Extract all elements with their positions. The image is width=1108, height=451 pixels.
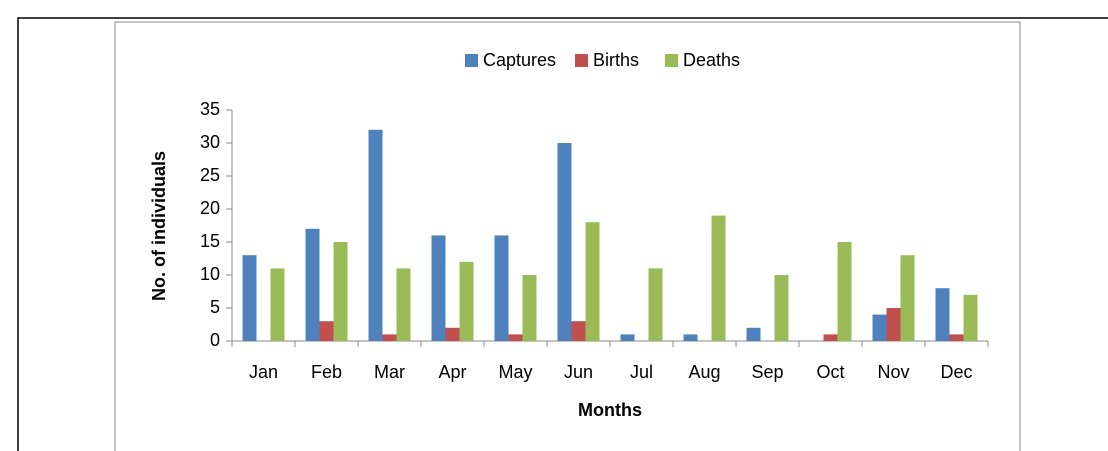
bar bbox=[431, 235, 446, 341]
x-tick-label: Apr bbox=[438, 362, 466, 382]
outer-frame bbox=[17, 17, 1108, 451]
legend-swatch bbox=[665, 54, 678, 67]
bar bbox=[872, 314, 887, 341]
y-tick-label: 5 bbox=[210, 297, 220, 317]
bar bbox=[774, 275, 789, 341]
bar bbox=[900, 255, 915, 341]
x-tick-label: Sep bbox=[751, 362, 783, 382]
bar bbox=[459, 261, 474, 341]
bar bbox=[368, 129, 383, 341]
y-tick-label: 35 bbox=[200, 99, 220, 119]
bar bbox=[711, 215, 726, 341]
bar bbox=[585, 222, 600, 341]
bar bbox=[949, 334, 964, 341]
y-tick-label: 0 bbox=[210, 330, 220, 350]
x-tick-label: Aug bbox=[688, 362, 720, 382]
y-tick-label: 10 bbox=[200, 264, 220, 284]
x-tick-label: Oct bbox=[816, 362, 844, 382]
bar bbox=[494, 235, 509, 341]
legend-label: Deaths bbox=[683, 50, 740, 70]
bar bbox=[935, 288, 950, 341]
bar bbox=[305, 228, 320, 341]
bar bbox=[620, 334, 635, 341]
x-tick-label: Dec bbox=[940, 362, 972, 382]
bar bbox=[963, 294, 978, 341]
legend-swatch bbox=[465, 54, 478, 67]
x-axis-label: Months bbox=[578, 400, 642, 420]
bar bbox=[319, 321, 334, 341]
legend-swatch bbox=[575, 54, 588, 67]
x-tick-label: Jul bbox=[630, 362, 653, 382]
y-tick-label: 25 bbox=[200, 165, 220, 185]
bar bbox=[571, 321, 586, 341]
bar bbox=[382, 334, 397, 341]
bar bbox=[445, 327, 460, 341]
y-tick-label: 30 bbox=[200, 132, 220, 152]
bar bbox=[648, 268, 663, 341]
bar bbox=[746, 327, 761, 341]
bar bbox=[508, 334, 523, 341]
y-axis-label: No. of individuals bbox=[149, 151, 169, 301]
x-tick-label: Jun bbox=[564, 362, 593, 382]
x-tick-label: Mar bbox=[374, 362, 405, 382]
legend-label: Captures bbox=[483, 50, 556, 70]
bar bbox=[333, 242, 348, 341]
bar bbox=[837, 242, 852, 341]
chart-frame bbox=[114, 21, 1021, 451]
bar bbox=[886, 308, 901, 341]
bar bbox=[270, 268, 285, 341]
bar bbox=[242, 255, 257, 341]
bar bbox=[823, 334, 838, 341]
bar bbox=[683, 334, 698, 341]
bar bbox=[396, 268, 411, 341]
x-tick-label: Feb bbox=[311, 362, 342, 382]
bar bbox=[522, 275, 537, 341]
legend-label: Births bbox=[593, 50, 639, 70]
x-tick-label: Nov bbox=[877, 362, 909, 382]
y-tick-label: 15 bbox=[200, 231, 220, 251]
x-tick-label: May bbox=[498, 362, 532, 382]
x-tick-label: Jan bbox=[249, 362, 278, 382]
bar bbox=[557, 143, 572, 341]
y-tick-label: 20 bbox=[200, 198, 220, 218]
